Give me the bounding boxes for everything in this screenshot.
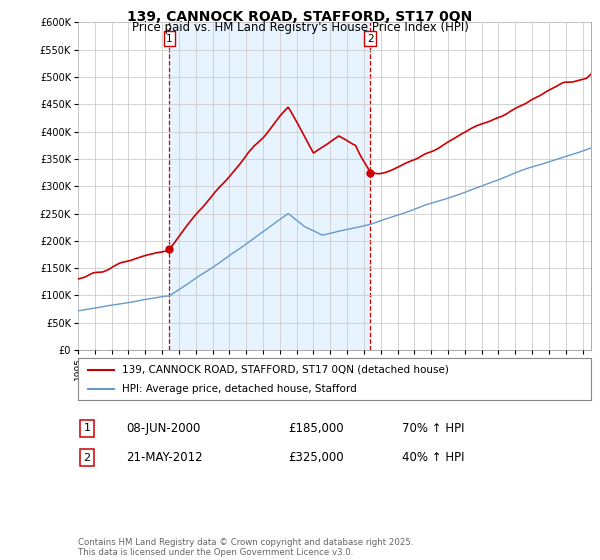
Text: 2: 2 [367,34,374,44]
Text: Price paid vs. HM Land Registry's House Price Index (HPI): Price paid vs. HM Land Registry's House … [131,21,469,34]
Text: Contains HM Land Registry data © Crown copyright and database right 2025.
This d: Contains HM Land Registry data © Crown c… [78,538,413,557]
Text: HPI: Average price, detached house, Stafford: HPI: Average price, detached house, Staf… [122,384,356,394]
Text: £185,000: £185,000 [288,422,344,435]
Text: 40% ↑ HPI: 40% ↑ HPI [402,451,464,464]
Text: £325,000: £325,000 [288,451,344,464]
Text: 2: 2 [83,452,91,463]
Text: 1: 1 [83,423,91,433]
Text: 139, CANNOCK ROAD, STAFFORD, ST17 0QN (detached house): 139, CANNOCK ROAD, STAFFORD, ST17 0QN (d… [122,365,448,375]
Text: 1: 1 [166,34,173,44]
Bar [169,22,370,350]
Text: 139, CANNOCK ROAD, STAFFORD, ST17 0QN: 139, CANNOCK ROAD, STAFFORD, ST17 0QN [127,10,473,24]
Text: 21-MAY-2012: 21-MAY-2012 [126,451,203,464]
Text: 70% ↑ HPI: 70% ↑ HPI [402,422,464,435]
Text: 08-JUN-2000: 08-JUN-2000 [126,422,200,435]
